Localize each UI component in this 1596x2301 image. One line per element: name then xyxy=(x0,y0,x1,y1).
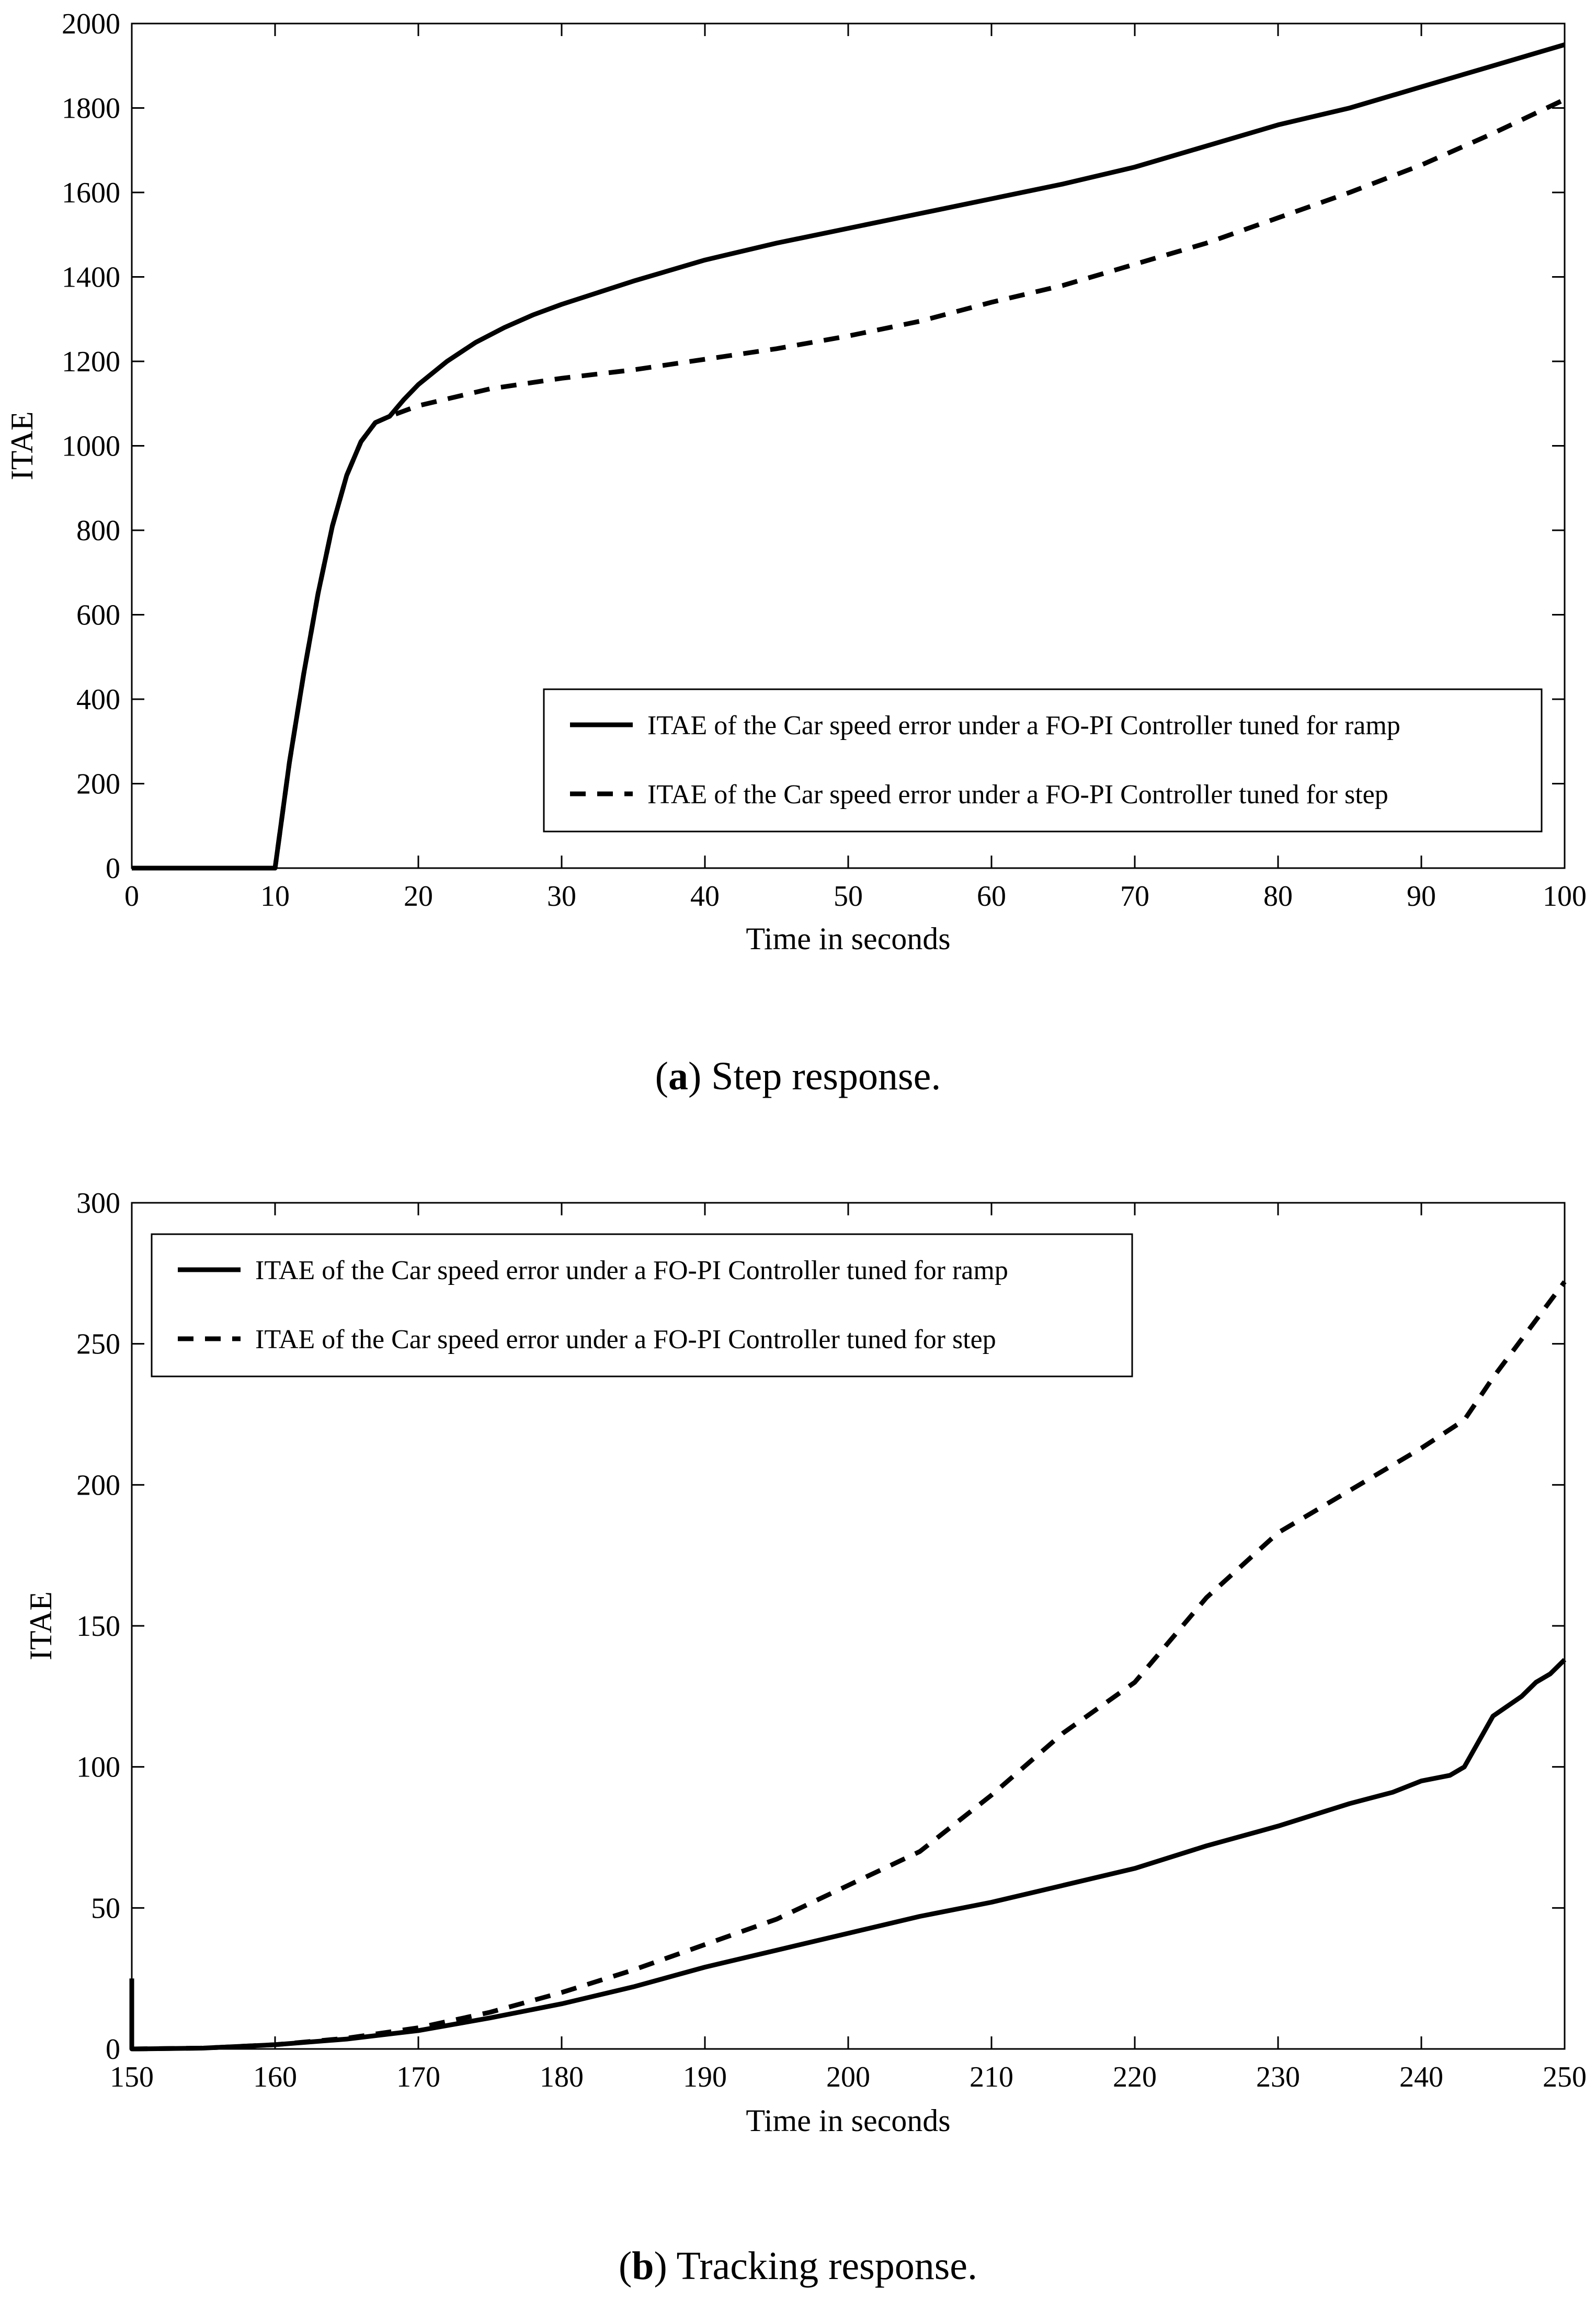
y-tick-label: 150 xyxy=(76,1610,120,1643)
caption-text-b: ) Tracking response. xyxy=(654,2244,978,2288)
y-tick-label: 200 xyxy=(76,1469,120,1501)
x-tick-label: 180 xyxy=(540,2061,584,2093)
legend-box xyxy=(151,1233,1133,1377)
series-line-ramp xyxy=(129,1658,1567,2052)
y-tick-label: 1200 xyxy=(62,346,120,378)
x-tick-label: 230 xyxy=(1256,2061,1300,2093)
y-tick-label: 0 xyxy=(106,2033,120,2066)
legend-entry-step: ITAE of the Car speed error under a FO-P… xyxy=(255,1325,996,1354)
y-tick-label: 100 xyxy=(76,1751,120,1784)
x-tick-label: 40 xyxy=(690,880,720,913)
y-axis-label: ITAE xyxy=(5,412,39,481)
legend-entry-step: ITAE of the Car speed error under a FO-P… xyxy=(647,780,1388,810)
legend-box xyxy=(543,688,1543,833)
series-line-ramp xyxy=(132,42,1566,871)
x-tick-label: 240 xyxy=(1399,2061,1443,2093)
x-tick-label: 20 xyxy=(404,880,433,913)
y-tick-label: 2000 xyxy=(62,8,120,40)
caption-step-response: (a) Step response. xyxy=(655,1054,941,1098)
caption-tracking-response: (b) Tracking response. xyxy=(618,2244,978,2288)
series-line-step xyxy=(131,1280,1567,2052)
x-tick-label: 80 xyxy=(1263,880,1293,913)
y-tick-label: 1000 xyxy=(62,430,120,463)
y-tick-label: 600 xyxy=(76,599,120,632)
x-tick-label: 220 xyxy=(1113,2061,1157,2093)
y-tick-label: 800 xyxy=(76,515,120,547)
y-tick-label: 1800 xyxy=(62,93,120,125)
x-tick-label: 50 xyxy=(834,880,863,913)
y-tick-label: 400 xyxy=(76,684,120,716)
y-tick-label: 0 xyxy=(106,852,120,885)
x-tick-label: 100 xyxy=(1543,880,1587,913)
legend-entry-ramp: ITAE of the Car speed error under a FO-P… xyxy=(255,1256,1008,1285)
y-tick-label: 300 xyxy=(76,1187,120,1220)
x-tick-label: 170 xyxy=(396,2061,440,2093)
chart-step-response: 0 10 20 30 40 50 60 70 80 90 100020040060080010001… xyxy=(5,8,1587,956)
x-tick-label: 190 xyxy=(683,2061,727,2093)
legend-entry-ramp: ITAE of the Car speed error under a FO-P… xyxy=(647,711,1400,741)
y-tick-label: 1400 xyxy=(62,261,120,294)
y-tick-label: 250 xyxy=(76,1328,120,1361)
x-tick-label: 10 xyxy=(260,880,290,913)
y-tick-label: 1600 xyxy=(62,177,120,209)
x-tick-label: 250 xyxy=(1543,2061,1587,2093)
x-axis-label: Time in seconds xyxy=(746,921,950,956)
x-tick-label: 160 xyxy=(253,2061,297,2093)
chart-tracking-response: 150 160 170 180 190 200 210 220 230 240 250 0 50 100 1… xyxy=(24,1187,1587,2138)
x-tick-label: 60 xyxy=(977,880,1006,913)
x-axis-label: Time in seconds xyxy=(746,2103,950,2138)
caption-label-b: b xyxy=(632,2244,654,2288)
x-tick-label: 0 xyxy=(124,880,139,913)
y-tick-label: 50 xyxy=(91,1892,120,1924)
y-tick-label: 200 xyxy=(76,768,120,801)
x-tick-label: 150 xyxy=(110,2061,154,2093)
caption-label-a: a xyxy=(668,1054,688,1098)
x-tick-label: 210 xyxy=(970,2061,1013,2093)
x-tick-label: 200 xyxy=(826,2061,870,2093)
caption-text-a: ) Step response. xyxy=(688,1054,941,1098)
x-tick-label: 70 xyxy=(1120,880,1149,913)
x-tick-label: 30 xyxy=(547,880,576,913)
y-axis-label: ITAE xyxy=(24,1591,58,1660)
x-tick-label: 90 xyxy=(1407,880,1436,913)
